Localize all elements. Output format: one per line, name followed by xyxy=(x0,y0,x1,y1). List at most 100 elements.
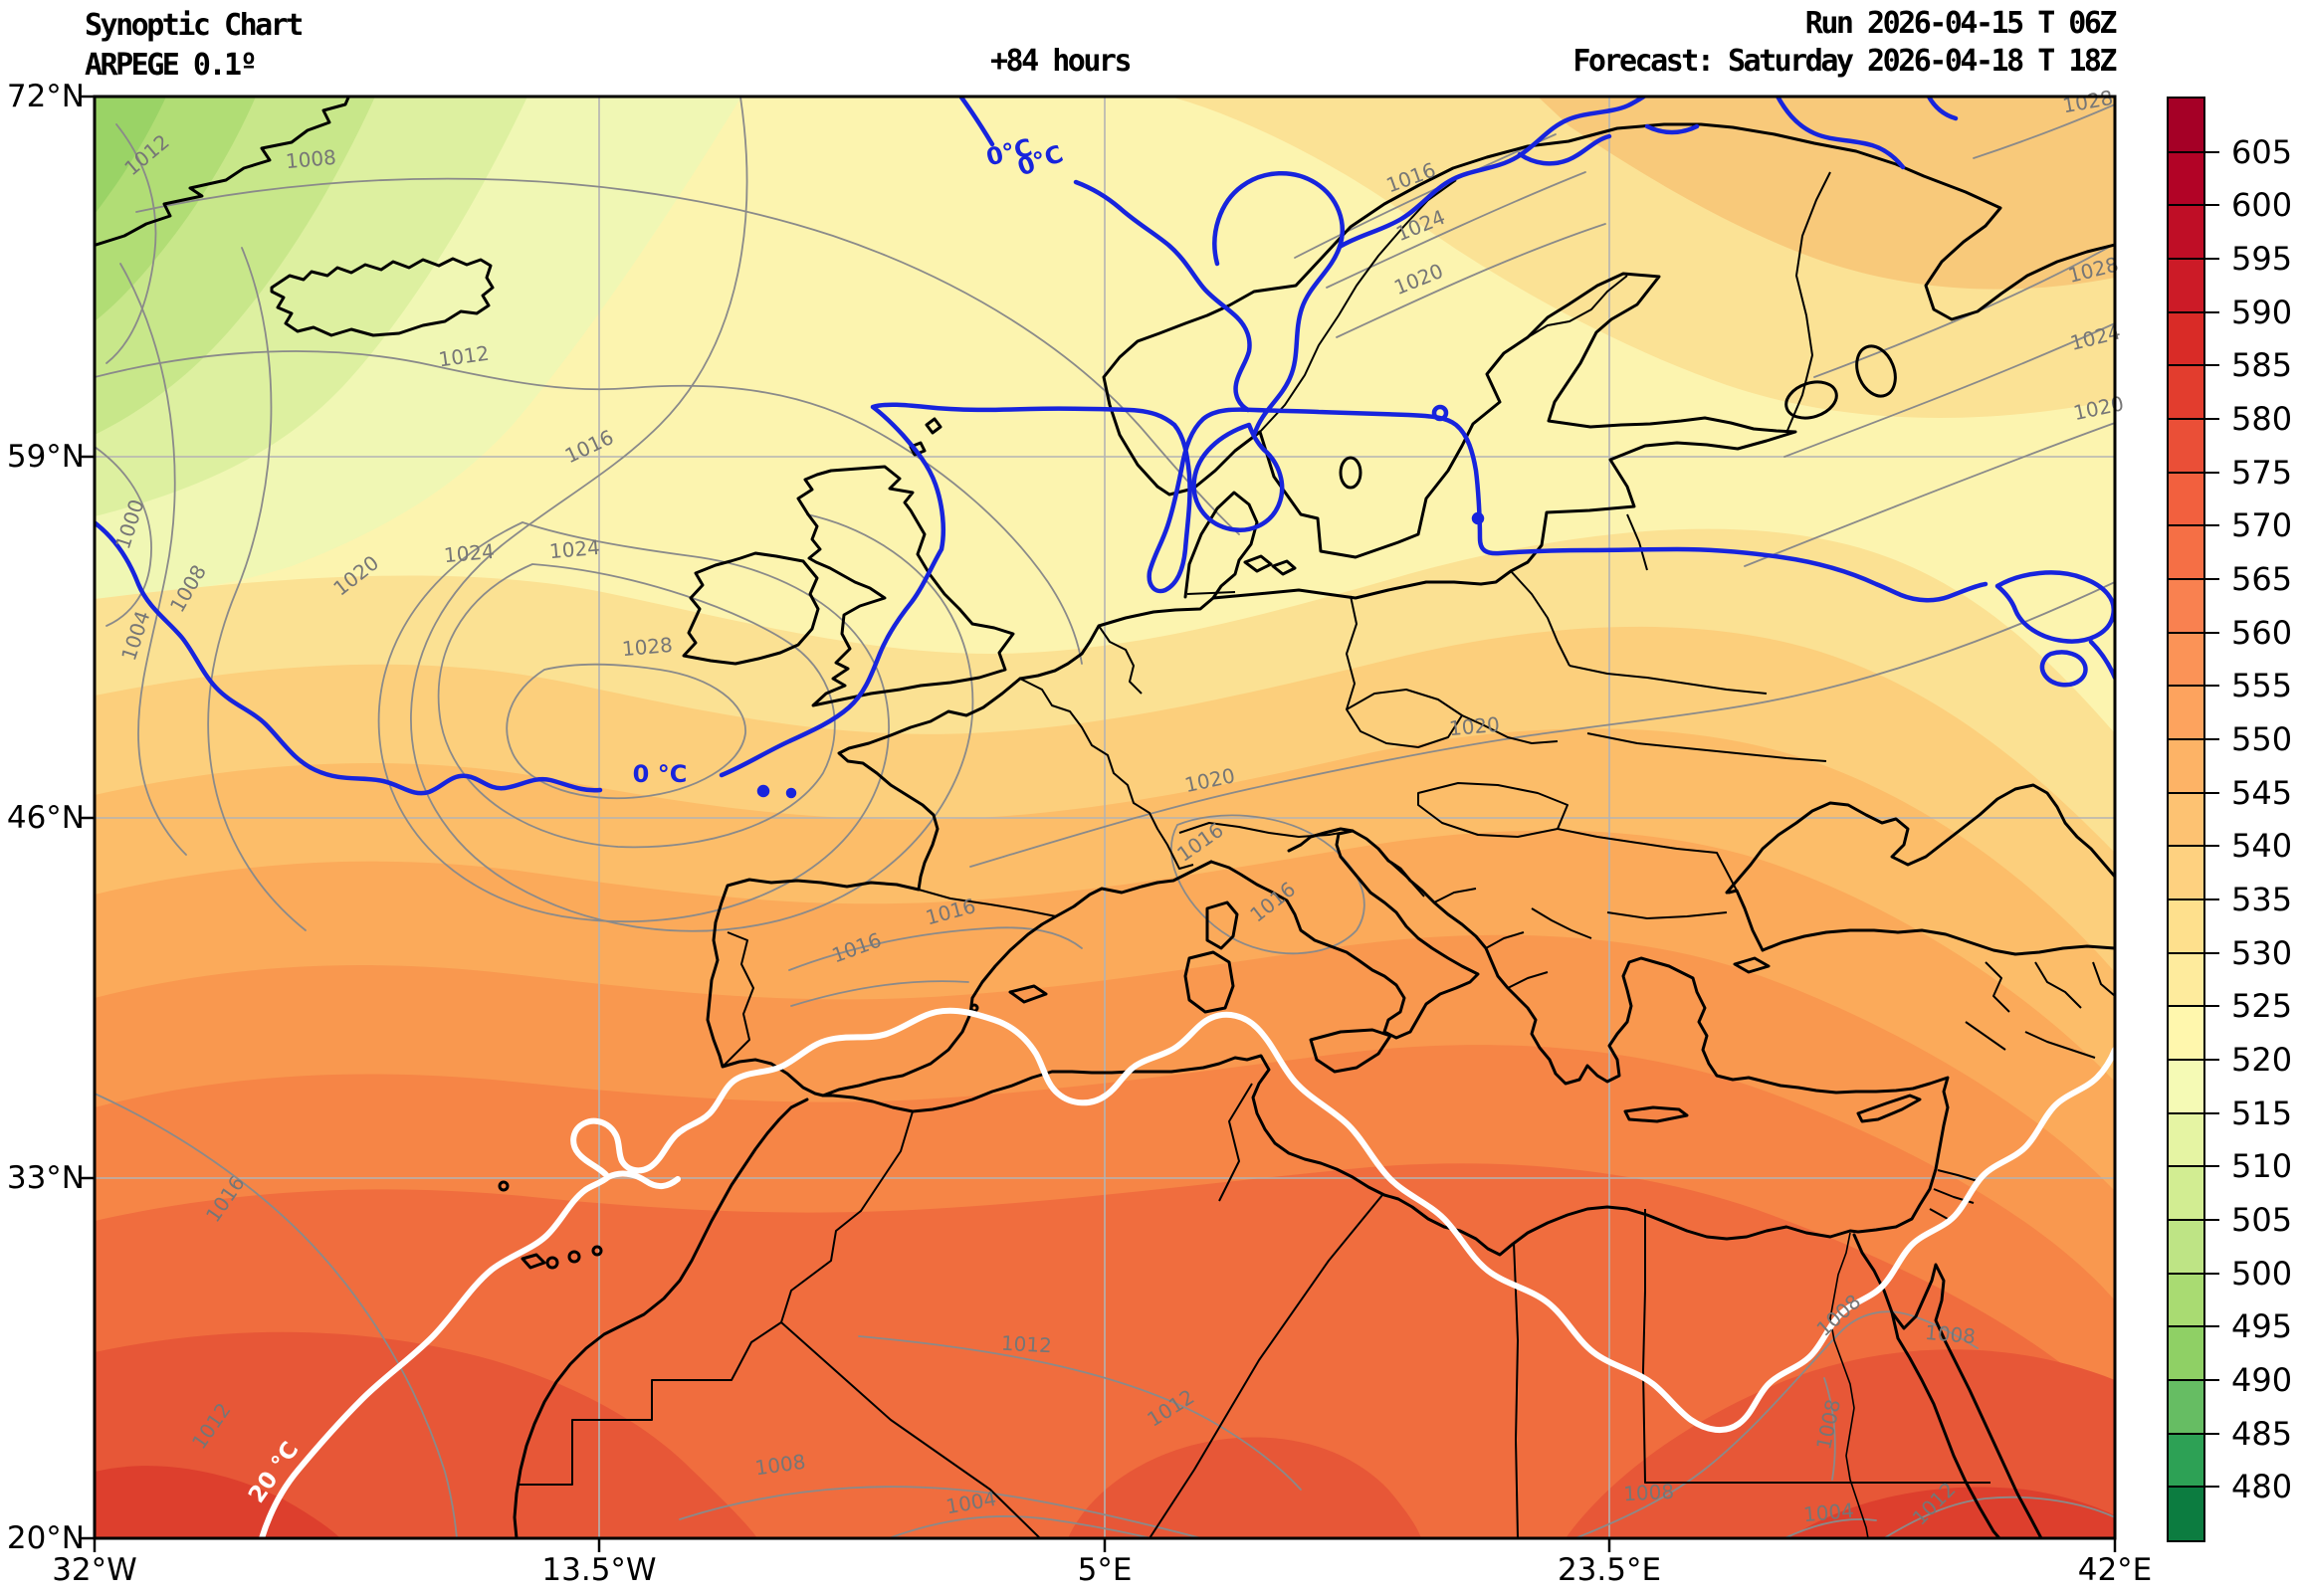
lat-tick-label: 33°N xyxy=(6,1160,85,1196)
lon-tick-label: 13.5°W xyxy=(541,1552,657,1588)
colorbar-tick-label: 510 xyxy=(2231,1147,2293,1186)
lon-tick-label: 23.5°E xyxy=(1557,1552,1662,1588)
lat-tick-label: 59°N xyxy=(6,439,85,475)
colorbar-tick xyxy=(2167,791,2219,794)
colorbar-tick xyxy=(2167,845,2219,848)
lat-tick-label: 72°N xyxy=(6,79,85,114)
isobar-label: 1020 xyxy=(1448,712,1501,740)
colorbar-tick-label: 485 xyxy=(2231,1414,2293,1453)
colorbar-tick-label: 530 xyxy=(2231,933,2293,972)
colorbar-tick-label: 560 xyxy=(2231,613,2293,652)
colorbar-tick-label: 590 xyxy=(2231,293,2293,331)
colorbar-tick-label: 515 xyxy=(2231,1094,2293,1132)
isobar-label: 1004 xyxy=(1802,1498,1855,1526)
colorbar-segment xyxy=(2169,1166,2203,1221)
freezing-isotherm-lines xyxy=(95,97,2115,799)
colorbar-segment xyxy=(2169,1112,2203,1167)
lon-tick-label: 32°W xyxy=(52,1552,137,1588)
colorbar-segment xyxy=(2169,1433,2203,1488)
colorbar-segment xyxy=(2169,846,2203,900)
colorbar-tick-label: 545 xyxy=(2231,773,2293,812)
coastlines xyxy=(95,97,2115,1538)
colorbar-tick xyxy=(2167,1059,2219,1061)
colorbar-segment xyxy=(2169,1380,2203,1434)
colorbar-segment xyxy=(2169,1006,2203,1061)
warm-isotherm-line xyxy=(259,1007,2115,1538)
colorbar-segment xyxy=(2169,1487,2203,1541)
colorbar-tick-label: 495 xyxy=(2231,1307,2293,1346)
lat-tick-label: 46°N xyxy=(6,800,85,836)
colorbar-segment xyxy=(2169,365,2203,420)
forecast-time-label: Forecast: Saturday 2026-04-18 T 18Z xyxy=(1572,44,2117,79)
colorbar-tick xyxy=(2167,471,2219,474)
isobar-label: 1008 xyxy=(1623,1480,1675,1506)
colorbar-tick-label: 585 xyxy=(2231,346,2293,385)
colorbar-tick xyxy=(2167,685,2219,688)
colorbar-tick-label: 500 xyxy=(2231,1254,2293,1293)
colorbar-tick xyxy=(2167,1432,2219,1435)
colorbar-segment xyxy=(2169,99,2203,152)
country-borders xyxy=(518,171,2115,1538)
colorbar-tick-label: 555 xyxy=(2231,667,2293,705)
freezing-isotherm-label: 0 °C xyxy=(633,760,688,788)
colorbar-segment xyxy=(2169,311,2203,366)
colorbar-tick-label: 565 xyxy=(2231,560,2293,598)
colorbar-segment xyxy=(2169,472,2203,526)
colorbar-segment xyxy=(2169,1326,2203,1381)
lead-time-label: +84 hours xyxy=(989,44,1133,79)
colorbar-tick xyxy=(2167,1165,2219,1168)
colorbar-segment xyxy=(2169,686,2203,740)
isobar-label: 1008 xyxy=(285,145,337,173)
colorbar-tick-label: 600 xyxy=(2231,186,2293,225)
colorbar-segment xyxy=(2169,1220,2203,1274)
colorbar-tick xyxy=(2167,951,2219,954)
colorbar-segment xyxy=(2169,899,2203,953)
isobar-label: 1028 xyxy=(621,633,674,661)
axis-tick-marks xyxy=(81,95,2117,1552)
colorbar-tick xyxy=(2167,524,2219,527)
lon-tick-label: 5°E xyxy=(1077,1552,1133,1588)
colorbar-segment xyxy=(2169,151,2203,206)
colorbar xyxy=(2167,97,2205,1542)
nile-river xyxy=(1829,1232,1869,1538)
colorbar-tick-label: 490 xyxy=(2231,1361,2293,1399)
colorbar-tick xyxy=(2167,1272,2219,1275)
colorbar-tick-label: 550 xyxy=(2231,720,2293,758)
colorbar-segment xyxy=(2169,952,2203,1007)
colorbar-tick-label: 580 xyxy=(2231,400,2293,438)
colorbar-segment xyxy=(2169,739,2203,793)
colorbar-tick xyxy=(2167,204,2219,207)
isobar-label: 1008 xyxy=(1924,1320,1977,1348)
colorbar-tick xyxy=(2167,898,2219,900)
colorbar-segment xyxy=(2169,1060,2203,1113)
isobar-label: 1024 xyxy=(443,539,496,567)
colorbar-tick-label: 505 xyxy=(2231,1201,2293,1239)
colorbar-tick xyxy=(2167,418,2219,420)
colorbar-segment xyxy=(2169,259,2203,312)
colorbar-segment xyxy=(2169,632,2203,687)
colorbar-segment xyxy=(2169,579,2203,633)
colorbar-segment xyxy=(2169,525,2203,580)
colorbar-segment xyxy=(2169,792,2203,847)
colorbar-tick xyxy=(2167,1111,2219,1114)
colorbar-segment xyxy=(2169,419,2203,473)
colorbar-tick-label: 570 xyxy=(2231,506,2293,545)
colorbar-tick xyxy=(2167,738,2219,740)
colorbar-tick-label: 540 xyxy=(2231,827,2293,866)
lon-tick-label: 42°E xyxy=(2077,1552,2153,1588)
colorbar-tick-label: 575 xyxy=(2231,453,2293,492)
isobar-label: 1012 xyxy=(1000,1331,1052,1358)
colorbar-tick xyxy=(2167,1219,2219,1221)
isobar-label: 1024 xyxy=(548,535,601,563)
run-time-label: Run 2026-04-15 T 06Z xyxy=(1804,6,2118,41)
colorbar-segment xyxy=(2169,205,2203,260)
graticule xyxy=(95,97,2115,1538)
lat-tick-label: 20°N xyxy=(6,1520,85,1556)
colorbar-tick xyxy=(2167,150,2219,153)
colorbar-tick-label: 480 xyxy=(2231,1468,2293,1506)
colorbar-tick xyxy=(2167,578,2219,580)
colorbar-tick-label: 525 xyxy=(2231,987,2293,1026)
map-area: 1012 1008 1012 1016 1024 1024 1028 1020 1000 1008… xyxy=(81,86,2126,1552)
colorbar-tick-label: 520 xyxy=(2231,1041,2293,1079)
